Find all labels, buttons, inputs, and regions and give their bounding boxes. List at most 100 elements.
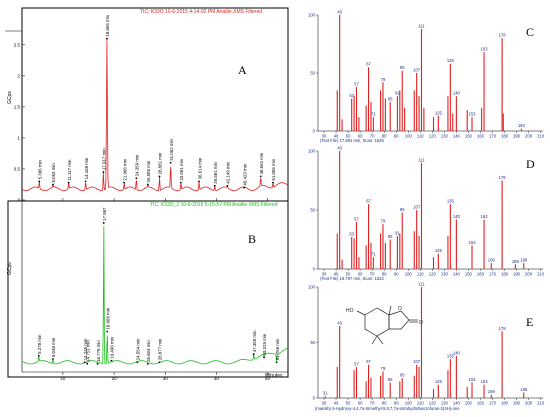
structure-methyl-bond-2	[376, 335, 384, 345]
peak-marker	[135, 177, 138, 180]
peak-marker	[198, 180, 200, 183]
panel-c-x-tick-label: 60	[358, 134, 363, 139]
spectrum-peak-label: 125	[435, 110, 443, 115]
panel-d-x-tick-label: 130	[441, 272, 449, 277]
peak-marker	[275, 361, 278, 364]
peak-label: 48.662 min	[259, 152, 264, 174]
structure-lactone-ring	[388, 310, 410, 330]
peak-label: 26.605 min	[146, 160, 151, 182]
peak-marker	[38, 180, 41, 183]
peak-label: 5.386 min	[38, 160, 43, 180]
peak-label: 18.666 min	[105, 307, 110, 329]
peak-marker	[146, 363, 149, 365]
panel-b-x-ticks: 10 20 30 40 50	[60, 372, 271, 381]
spectrum-peak-label: 111	[418, 282, 425, 287]
spectrum-peak-label: 95	[400, 373, 405, 378]
spectrum-peak-label: 135	[447, 354, 455, 359]
panel-c-x-tick-label: 40	[334, 134, 339, 139]
panel-b-x-tick-label: 30	[163, 376, 169, 381]
peak-marker	[158, 175, 161, 178]
spectrum-peak-label: 95	[400, 207, 405, 212]
panel-a: TIC: K33O 10-6-2015 4-14-02 PM Analite.X…	[5, 7, 289, 203]
spectrum-peak-label: 57	[354, 361, 359, 366]
panel-b-header: TIC: K33O_2 10-6-2015 5-15-57 PM Analite…	[150, 202, 278, 208]
panel-c-x-tick-label: 50	[346, 134, 351, 139]
spectrum-peak-label: 53	[349, 93, 354, 98]
peak-label: 14.438 min	[84, 157, 89, 179]
peak-marker	[52, 358, 54, 360]
panel-d-axes: 0 50 100 30 40 50 60 70 80 90 100 110 120 130 140 150 16…	[308, 149, 545, 277]
panel-d-x-tick-label: 80	[382, 272, 387, 277]
panel-b-x-tick-label: 50	[265, 376, 271, 381]
panel-b-xlabel: Minutes	[265, 373, 283, 379]
spectrum-peak-label: 194	[518, 123, 526, 128]
spectrum-peak-label: 125	[435, 248, 443, 253]
panel-d-letter: D	[526, 157, 535, 171]
panel-c-x-tick-label: 140	[453, 134, 461, 139]
spectrum-peak-label: 85	[388, 377, 393, 382]
panel-e-x-tick-label: 170	[489, 401, 497, 406]
peak-marker	[123, 181, 126, 184]
panel-a-y-tick-label: 0	[17, 198, 20, 203]
panel-d-x-tick-label: 90	[394, 272, 399, 277]
panel-a-y-tick-label: 2.5	[14, 42, 21, 47]
panel-c-x-tick-label: 170	[489, 134, 497, 139]
peak-marker	[37, 354, 40, 357]
spectrum-peak-label: 67	[366, 199, 371, 204]
panel-e-x-tick-label: 30	[322, 401, 327, 406]
panel-a-header: TIC: K33O 10-6-2015 4-14-02 PM Analite.X…	[140, 9, 262, 15]
peak-marker	[110, 359, 113, 362]
chemical-structure	[356, 305, 418, 345]
spectrum-peak-label: 79	[381, 366, 386, 371]
peak-label: 17.917 min	[102, 148, 107, 170]
spectrum-peak-label: 43	[337, 10, 342, 15]
peak-marker	[158, 361, 161, 364]
panel-b-letter: B	[248, 232, 256, 246]
panel-e-x-tick-label: 80	[382, 401, 387, 406]
spectrum-peak-label: 85	[388, 97, 393, 102]
spectrum-peak-label: 189	[512, 259, 520, 264]
peak-marker	[179, 181, 182, 184]
spectrum-peak-label: 178	[499, 326, 507, 331]
peak-label: 31.062 min	[169, 138, 174, 160]
panel-d-x-tick-label: 100	[405, 272, 413, 277]
panel-b-x-tick-label: 20	[112, 376, 118, 381]
peak-marker	[106, 37, 108, 40]
peak-marker	[136, 361, 139, 364]
peak-marker	[226, 184, 229, 187]
panel-c-x-tick-label: 120	[429, 134, 437, 139]
peak-marker	[213, 184, 216, 187]
peak-label: 24.359 min	[135, 154, 140, 176]
panel-b: TIC: K33O_2 10-6-2015 5-15-57 PM Analite…	[7, 200, 289, 381]
peak-label: 11.117 min	[67, 159, 72, 181]
spectrum-peak-label: 43	[337, 146, 342, 151]
panel-e-x-tick-label: 130	[441, 401, 449, 406]
panel-d-x-tick-label: 180	[501, 272, 509, 277]
spectrum-peak-label: 196	[520, 387, 528, 392]
panel-d: 0 50 100 30 40 50 60 70 80 90 100 110 120 130 140 150 16…	[308, 146, 545, 282]
spectrum-peak-label: 107	[413, 205, 421, 210]
panel-e-x-tick-label: 50	[346, 401, 351, 406]
panel-c-y-tick-label: 0	[313, 129, 316, 134]
peak-marker	[252, 353, 255, 356]
panel-d-y-tick-label: 50	[310, 208, 315, 213]
panel-e-x-tick-label: 140	[453, 401, 461, 406]
spectrum-peak-label: 107	[413, 359, 421, 364]
panel-e-x-tick-label: 210	[537, 401, 545, 406]
spectrum-peak-label: 31	[323, 390, 328, 395]
panel-c-x-tick-label: 190	[513, 134, 521, 139]
panel-c: 0 50 100 30 40 50 60 70 80 90 100 110 120 130 140 150 16…	[308, 10, 545, 144]
spectrum-peak-label: 53	[349, 232, 354, 237]
panel-c-x-tick-label: 160	[477, 134, 485, 139]
panel-c-x-tick-label: 30	[322, 134, 327, 139]
panel-d-x-tick-label: 210	[537, 272, 545, 277]
panel-a-y-tick-label: 1.5	[14, 104, 21, 109]
peak-label: 36.614 min	[197, 157, 202, 179]
spectrum-peak-label: 43	[337, 320, 342, 325]
spectrum-peak-label: 71	[371, 252, 376, 257]
panel-a-plot: 5.386 min 8.053 min 11.117 min 14.438 min 17…	[21, 14, 289, 192]
panel-e-x-tick-label: 70	[370, 401, 375, 406]
